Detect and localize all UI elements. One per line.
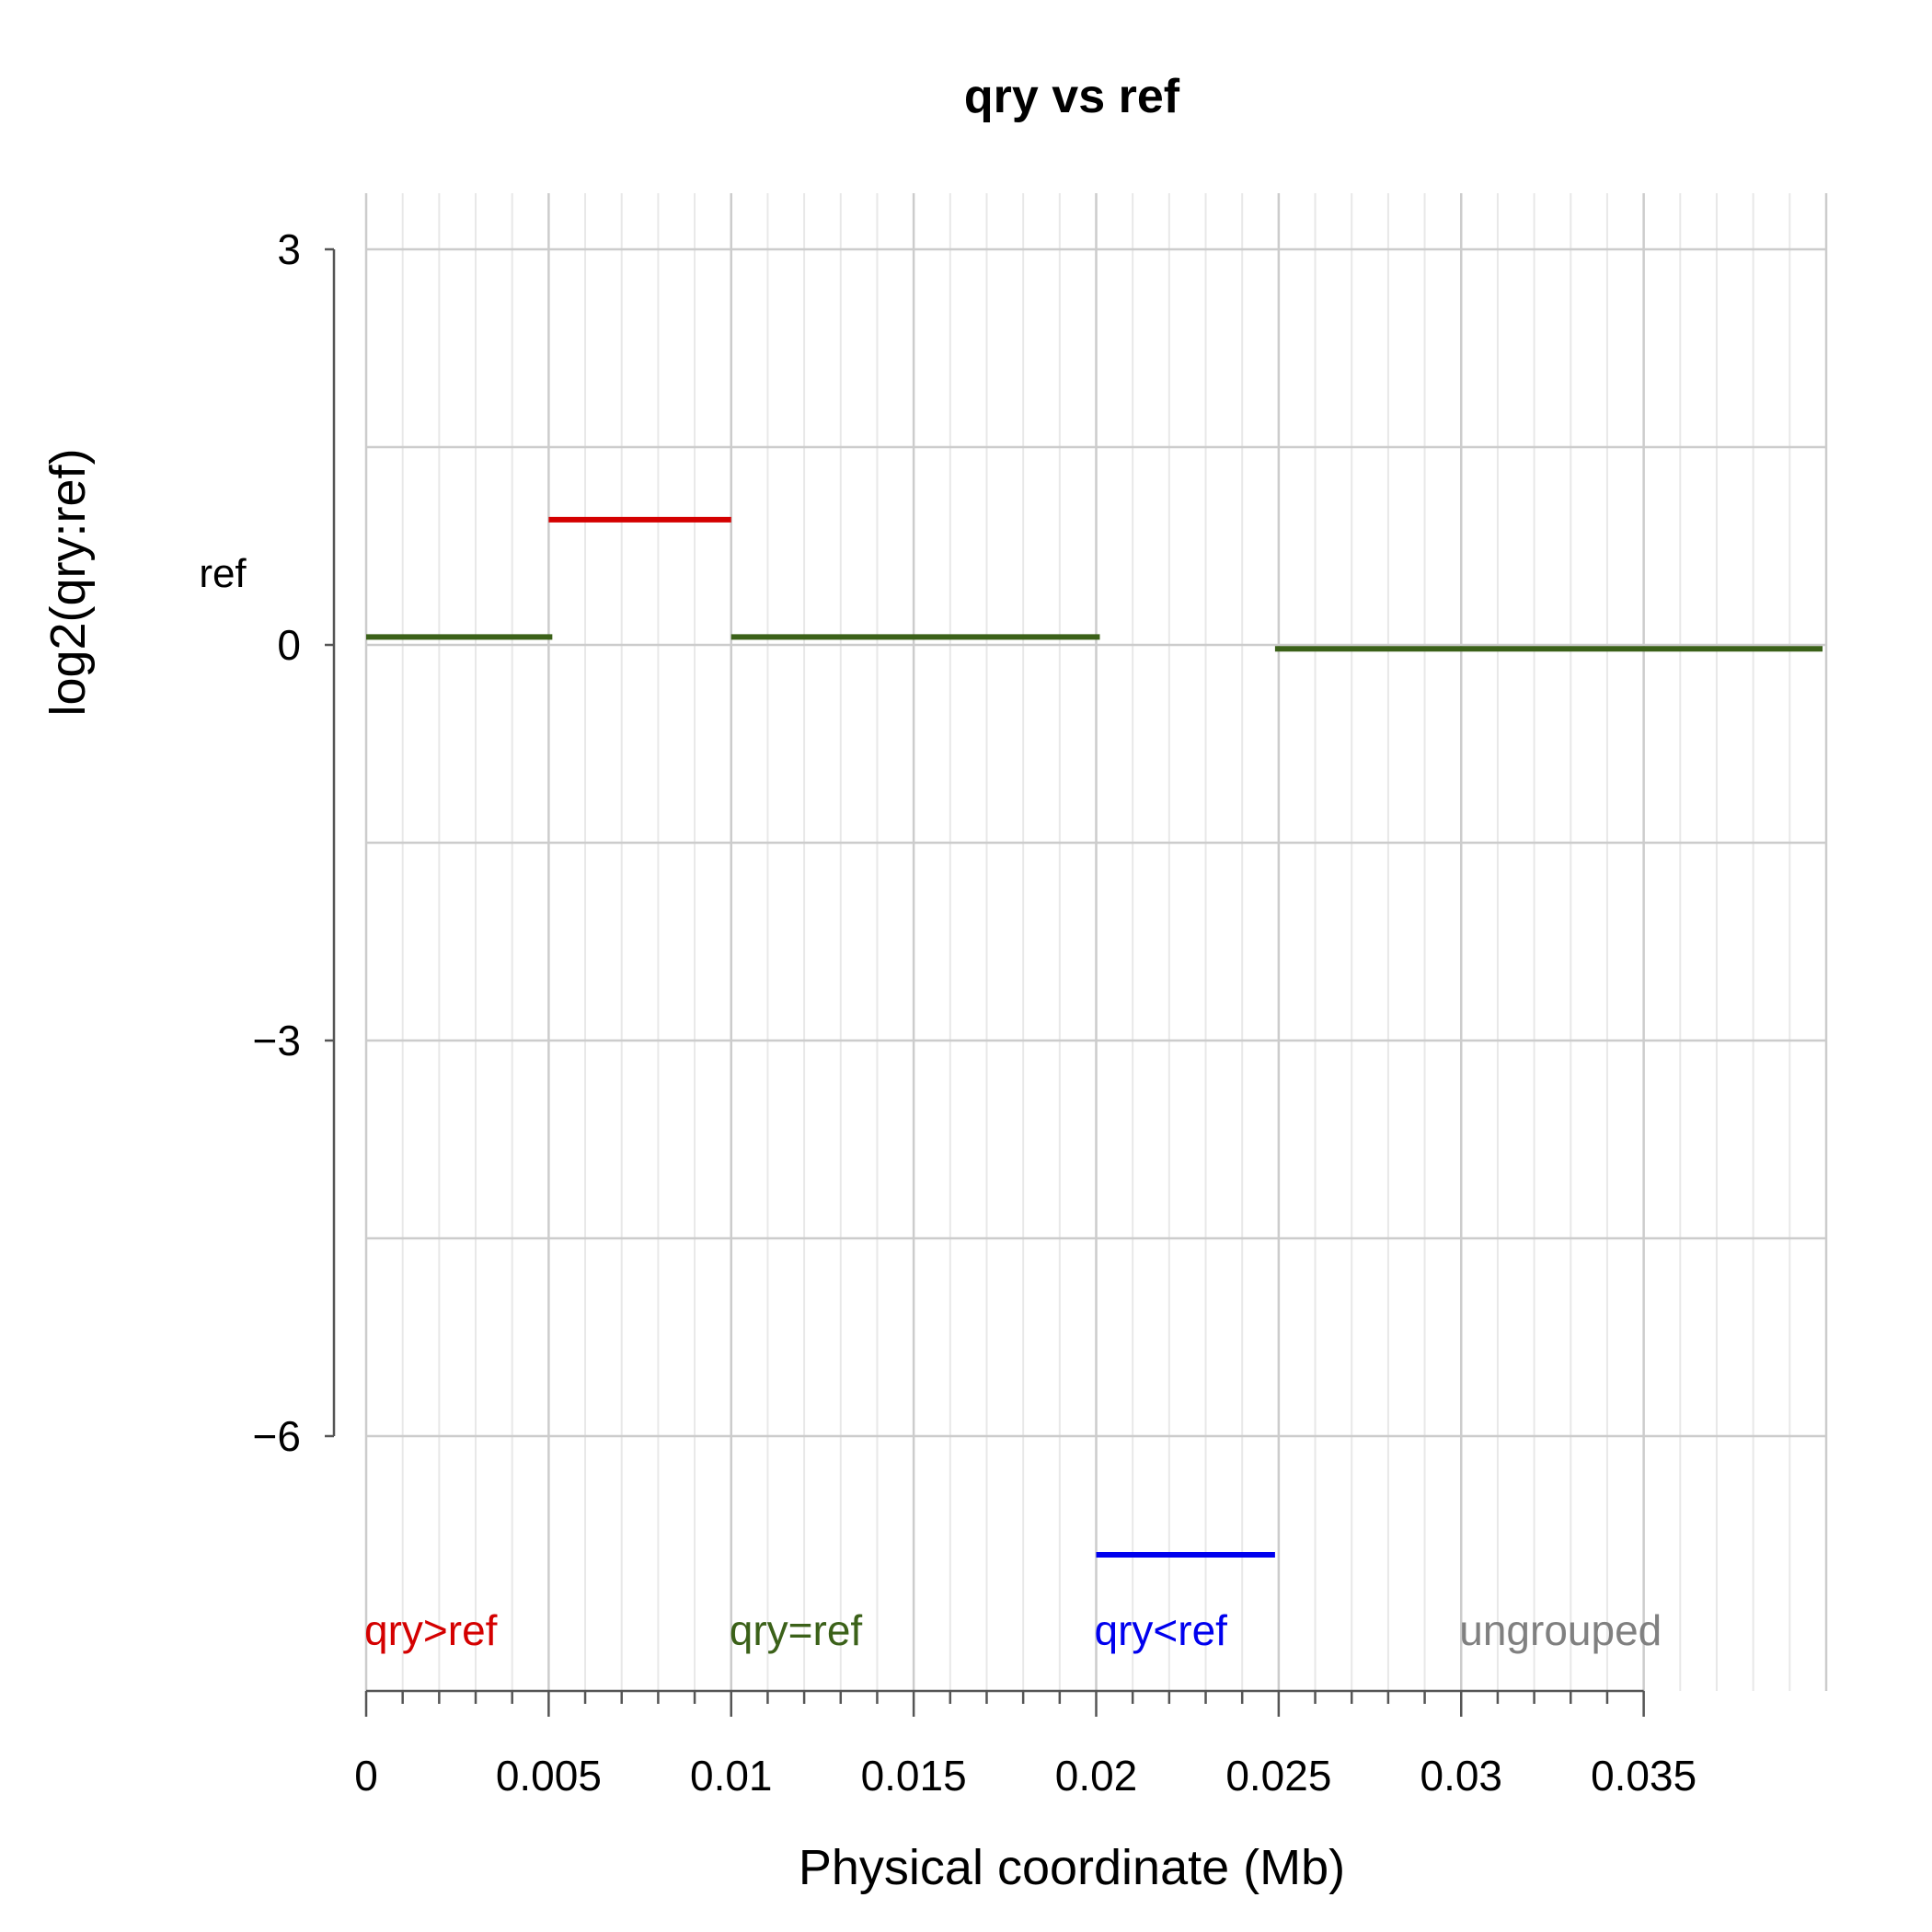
x-tick-label: 0.03 [1420, 1752, 1502, 1800]
group-label: qry=ref [730, 1606, 863, 1654]
x-tick-label: 0.005 [496, 1752, 602, 1800]
y-axis-label: log2(qry:ref) [40, 448, 96, 716]
y-tick-label: 3 [277, 225, 301, 273]
y-tick-label: −6 [253, 1412, 301, 1460]
x-tick-label: 0.025 [1225, 1752, 1331, 1800]
chart-title: qry vs ref [964, 70, 1180, 123]
grid [364, 193, 1828, 1691]
ref-label: ref [199, 551, 247, 596]
group-label: ungrouped [1459, 1606, 1662, 1654]
x-axis-label: Physical coordinate (Mb) [799, 1840, 1345, 1895]
y-tick-label: 0 [277, 621, 301, 669]
group-label: qry>ref [364, 1606, 498, 1654]
x-tick-label: 0.02 [1055, 1752, 1138, 1800]
x-tick-label: 0 [354, 1752, 378, 1800]
data-segments [366, 516, 1823, 1558]
x-tick-label: 0.035 [1591, 1752, 1696, 1800]
axes [325, 247, 1645, 1717]
y-tick-label: −3 [253, 1017, 301, 1064]
x-tick-label: 0.015 [861, 1752, 967, 1800]
x-tick-label: 0.01 [690, 1752, 773, 1800]
labels: 3 0 −3 −6 0 0.005 0.01 0.015 0.02 0.025 0.03 0.035 q… [253, 225, 1697, 1800]
group-label: qry<ref [1095, 1606, 1228, 1654]
